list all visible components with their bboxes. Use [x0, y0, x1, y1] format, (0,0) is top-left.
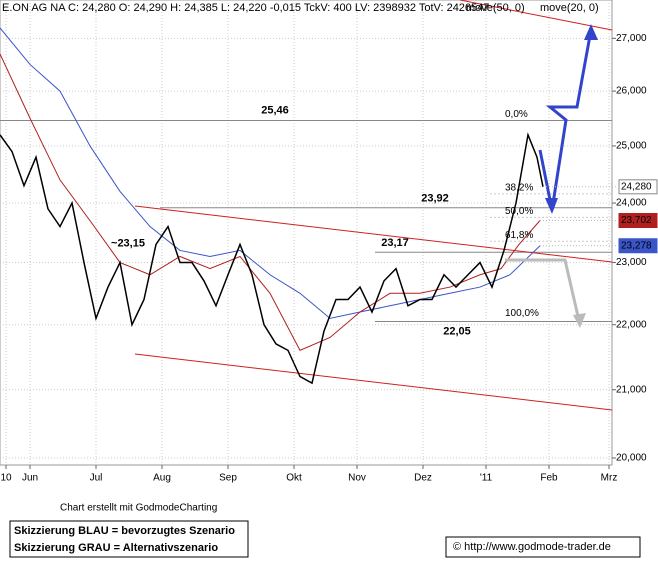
last-value-box	[618, 179, 658, 195]
x-tick-label: Mrz	[601, 473, 618, 484]
series-line	[0, 27, 541, 319]
y-tick-label: 27,000	[616, 33, 647, 44]
fib-label: 100,0%	[505, 308, 539, 319]
level-label: ~23,15	[111, 237, 145, 249]
y-tick-label: 22,000	[616, 319, 647, 330]
copyright-box	[445, 536, 641, 558]
series-line	[0, 53, 541, 352]
fib-label: 61,8%	[505, 230, 533, 241]
x-tick-label: Feb	[540, 473, 558, 484]
notes-box	[9, 520, 249, 558]
plot-area	[0, 0, 613, 466]
blue-arrowhead	[545, 198, 558, 214]
legend-entry: move(20, 0)	[540, 2, 599, 14]
x-tick-label: Aug	[153, 473, 171, 484]
last-value-box	[618, 238, 658, 254]
credit: Chart erstellt mit GodmodeCharting	[60, 503, 217, 514]
level-label: 25,46	[261, 104, 289, 116]
fib-label: 50,0%	[505, 206, 533, 217]
level-label: 23,17	[381, 237, 409, 249]
last-value-label: 24,280	[621, 181, 652, 192]
y-tick-label: 20,000	[616, 453, 647, 464]
x-tick-label: Nov	[348, 473, 366, 484]
copyright: © http://www.godmode-trader.de	[453, 541, 611, 553]
blue-arrowhead	[584, 24, 598, 40]
note: Skizzierung BLAU = bevorzugtes Szenario	[14, 525, 235, 537]
series-line	[0, 132, 544, 385]
y-tick-label: 26,000	[616, 86, 647, 97]
x-tick-label: Dez	[414, 473, 432, 484]
note: Skizzierung GRAU = Alternativszenario	[14, 542, 218, 554]
level-label: 23,92	[421, 193, 449, 205]
x-tick-label: Jun	[22, 473, 38, 484]
last-value-label: 23,702	[621, 215, 652, 226]
y-tick-label: 21,000	[616, 384, 647, 395]
last-value-label: 23,278	[621, 240, 652, 251]
fib-label: 0,0%	[505, 109, 528, 120]
y-tick-label: 24,000	[616, 198, 647, 209]
gray-arrowhead	[573, 313, 586, 328]
level-label: 22,05	[443, 325, 471, 337]
gray-scenario	[505, 258, 582, 326]
fib-label: 38,2%	[505, 183, 533, 194]
marks	[0, 27, 544, 385]
y-tick-label: 25,000	[616, 141, 647, 152]
x-tick-label: Jul	[90, 473, 103, 484]
channel-line	[459, 0, 613, 31]
header: E.ON AG NA C: 24,280 O: 24,290 H: 24,385…	[2, 2, 489, 14]
x-tick-label: Sep	[219, 473, 237, 484]
y-tick-label: 23,000	[616, 257, 647, 268]
x-tick-label: Okt	[286, 473, 302, 484]
legend-entry: move(50, 0)	[466, 2, 525, 14]
last-value-box	[618, 212, 658, 228]
channel-line	[134, 353, 613, 411]
x-tick-label: 10	[0, 473, 12, 484]
grid	[0, 0, 612, 465]
x-tick-label: '11	[480, 473, 493, 484]
